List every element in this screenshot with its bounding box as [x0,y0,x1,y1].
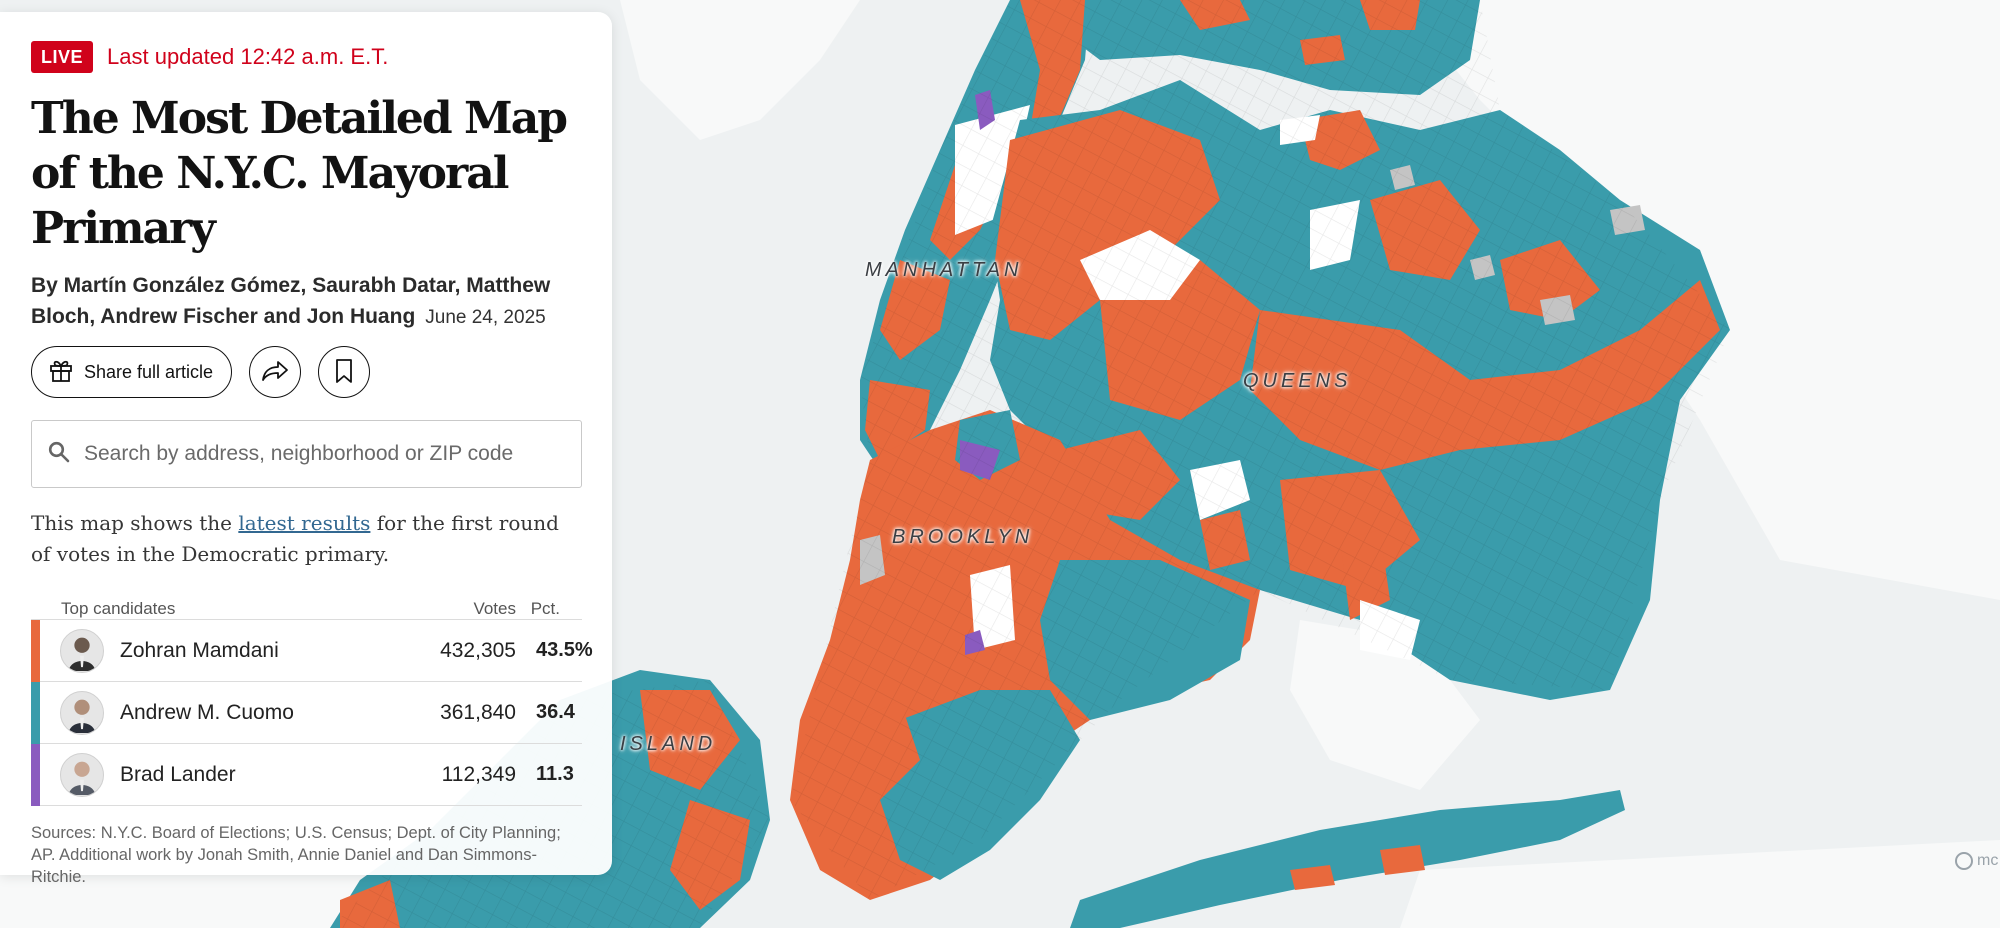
candidate-color-swatch [31,619,40,682]
search-icon [48,441,70,468]
bookmark-button[interactable] [318,346,371,398]
header-pct: Pct. [530,599,560,618]
street-grid [790,0,1730,900]
candidate-color-swatch [31,743,40,806]
header-top-candidates: Top candidates [61,599,176,618]
map-description: This map shows the latest results for th… [31,511,559,566]
share-full-article-label: Share full article [84,361,214,382]
publish-date: June 24, 2025 [425,307,546,328]
candidate-votes: 112,349 [441,762,516,786]
region-rockaway [1070,790,1625,928]
share-arrow-icon [261,359,289,386]
gift-icon [48,357,74,388]
byline: By Martín González Gómez, Saurabh Datar,… [31,270,581,333]
search-input[interactable] [84,421,581,487]
avatar [60,752,104,797]
results-table: Top candidates Votes Pct. Zohran Mamdani… [31,586,593,806]
header-votes: Votes [473,599,516,618]
candidate-votes: 432,305 [440,638,516,662]
candidate-row-lander: Brad Lander 112,349 11.3 [31,743,582,806]
share-button[interactable] [249,346,302,398]
label-brooklyn: BROOKLYN [892,526,1034,548]
label-manhattan: MANHATTAN [865,259,1023,281]
sources-note: Sources: N.Y.C. Board of Elections; U.S.… [31,824,561,886]
address-search[interactable] [31,420,582,488]
last-updated: Last updated 12:42 a.m. E.T. [107,43,389,69]
candidate-row-cuomo: Andrew M. Cuomo 361,840 36.4 [31,681,582,744]
map-attribution[interactable]: mc [1955,852,1998,870]
avatar [60,690,104,735]
byline-authors: By Martín González Gómez, Saurabh Datar,… [31,274,551,328]
land-new-jersey-north [0,0,860,140]
label-staten-island: ISLAND [620,733,717,755]
candidate-pct: 36.4 [536,701,575,723]
label-queens: QUEENS [1243,370,1352,392]
candidate-color-swatch [31,681,40,744]
candidate-name: Zohran Mamdani [120,638,279,662]
candidate-votes: 361,840 [440,700,516,724]
results-header: Top candidates Votes Pct. [31,586,582,620]
article-actions: Share full article [31,346,581,398]
attribution-logo-icon [1955,852,1973,870]
page-title: The Most Detailed Map of the N.Y.C. Mayo… [31,93,568,254]
live-status: LIVE Last updated 12:42 a.m. E.T. [31,40,581,73]
info-panel: LIVE Last updated 12:42 a.m. E.T. The Mo… [0,12,612,886]
candidate-pct: 43.5% [536,639,593,661]
latest-results-link[interactable]: latest results [238,511,371,535]
bookmark-icon [334,358,354,387]
candidate-row-mamdani: Zohran Mamdani 432,305 43.5% [31,619,593,682]
candidate-pct: 11.3 [536,763,574,785]
share-full-article-button[interactable]: Share full article [31,346,233,398]
land-rockaway-east [1400,840,2000,928]
live-badge: LIVE [31,40,94,73]
candidate-name: Andrew M. Cuomo [120,700,294,724]
candidate-name: Brad Lander [120,762,236,786]
avatar [60,628,104,673]
